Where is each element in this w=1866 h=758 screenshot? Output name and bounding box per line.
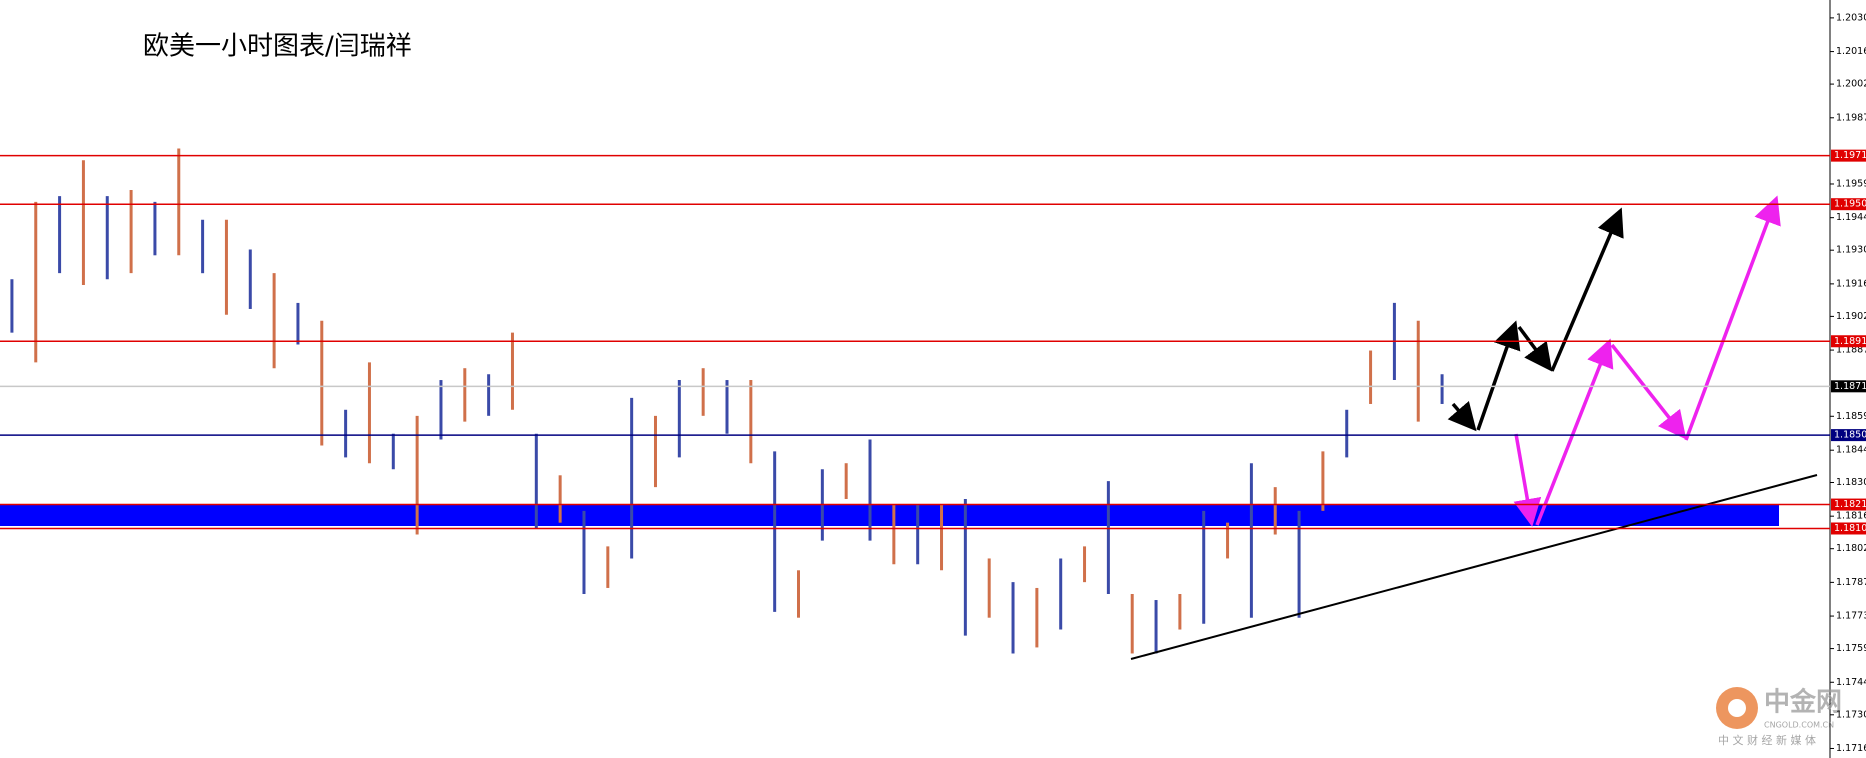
y-tick-label: 1.19160 [1836,278,1866,289]
forecast-black [1447,207,1624,432]
y-tick-label: 1.17875 [1836,577,1866,588]
arrow [1517,325,1553,372]
y-tick-label: 1.18160 [1836,511,1866,522]
y-tick-label: 1.18020 [1836,543,1866,554]
arrow [1610,343,1687,440]
y-tick-label: 1.19445 [1836,212,1866,223]
price-level-box [1831,429,1866,442]
watermark-logo-icon [1728,699,1746,717]
y-tick-label: 1.20305 [1836,12,1866,23]
price-level-box [1831,498,1866,511]
price-level-label: 1.18509 [1834,430,1866,441]
price-level-label: 1.18107 [1834,523,1866,534]
y-tick-label: 1.18875 [1836,345,1866,356]
y-tick-label: 1.17160 [1836,743,1866,754]
y-tick-label: 1.17730 [1836,611,1866,622]
arrow [1684,195,1781,441]
watermark-slogan: 中 文 财 经 新 媒 体 [1718,733,1816,747]
price-level-label: 1.18719 [1834,381,1866,392]
trend-line [1130,474,1818,660]
price-level-box [1831,335,1866,348]
y-tick-label: 1.19875 [1836,112,1866,123]
forecast-magenta [1513,195,1781,527]
y-tick-label: 1.20020 [1836,79,1866,90]
price-level-box [1831,380,1866,393]
price-level-box [1831,522,1866,535]
price-level-label: 1.19712 [1834,150,1866,161]
watermark-logo: 中金网 [1764,687,1842,718]
price-level-box [1831,198,1866,211]
chart-title: 欧美一小时图表/闫瑞祥 [143,32,412,62]
price-level-label: 1.18913 [1834,336,1866,347]
watermark-site: CNGOLD.COM.CN [1764,721,1834,730]
price-level-box [1831,149,1866,162]
y-tick-label: 1.18590 [1836,411,1866,422]
arrow [1476,320,1521,431]
y-tick-label: 1.19020 [1836,311,1866,322]
y-tick-label: 1.17590 [1836,643,1866,654]
arrow [1513,433,1542,527]
y-tick-label: 1.20160 [1836,46,1866,57]
y-tick-label: 1.17445 [1836,677,1866,688]
support-zone [0,505,1779,526]
arrow [1447,400,1477,432]
y-tick-label: 1.18444 [1836,445,1866,456]
y-tick-label: 1.19590 [1836,178,1866,189]
y-tick-label: 1.19305 [1836,245,1866,256]
y-tick-label: 1.18305 [1836,477,1866,488]
y-tick-label: 1.17305 [1836,709,1866,720]
arrow [1550,207,1624,372]
price-level-label: 1.19503 [1834,199,1866,210]
price-level-label: 1.18210 [1834,499,1866,510]
watermark: 中金网 CNGOLD.COM.CN 中 文 财 经 新 媒 体 [1716,687,1842,747]
